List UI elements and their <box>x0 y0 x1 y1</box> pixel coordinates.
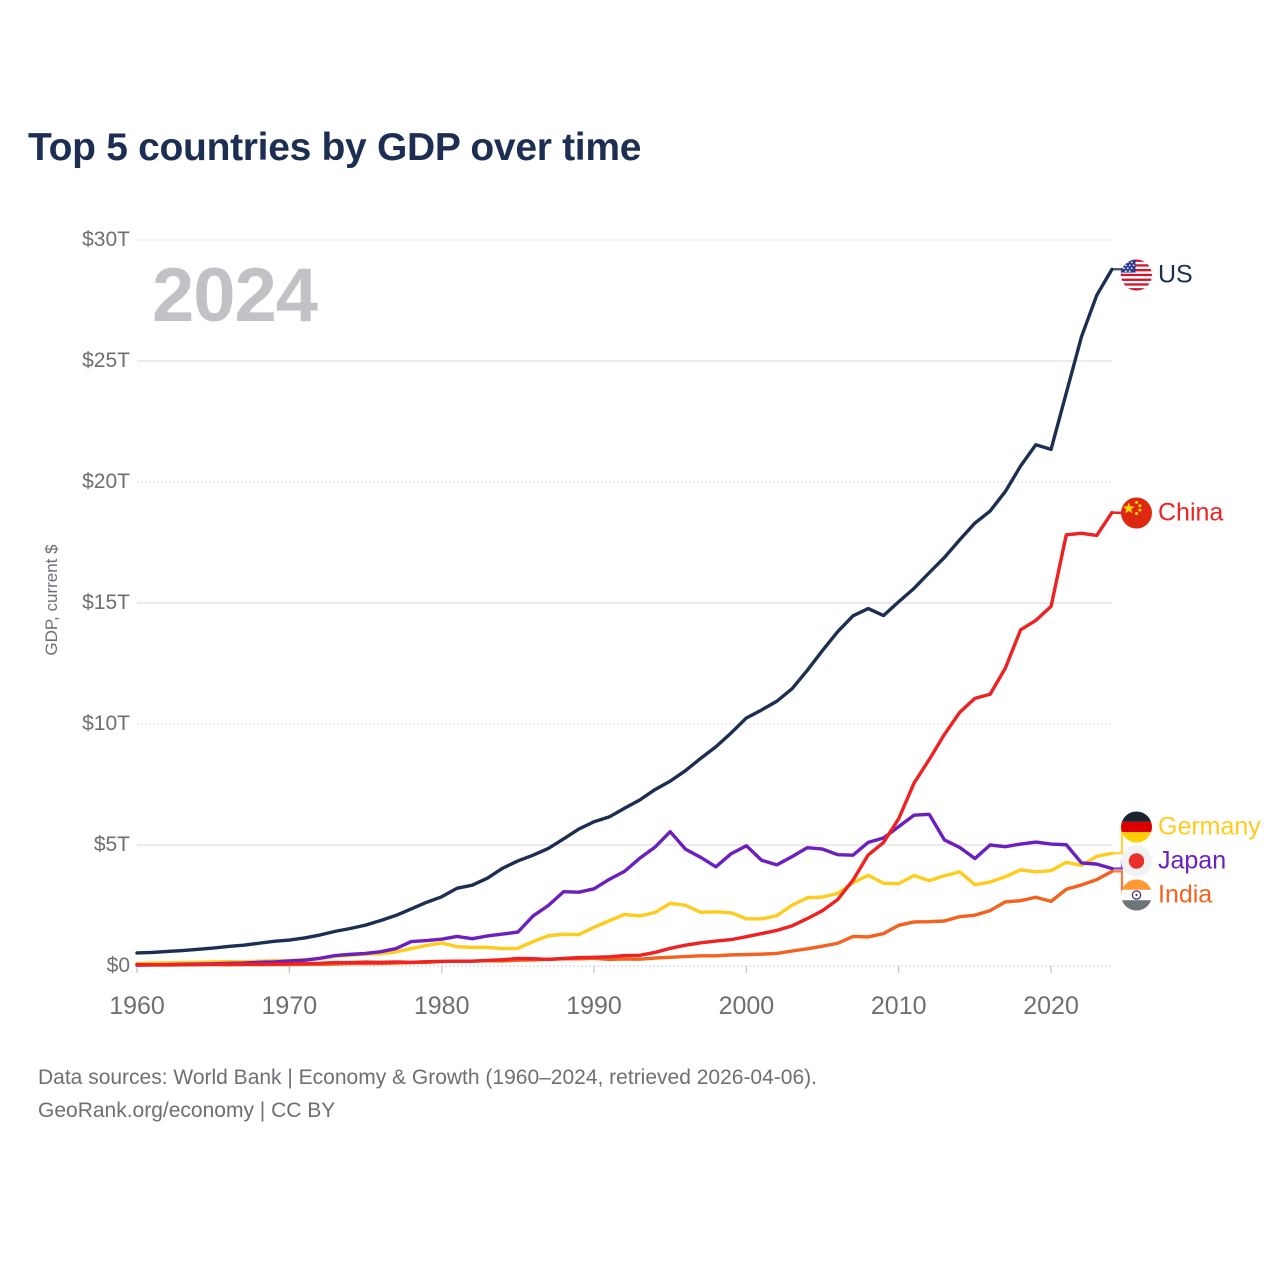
y-tick-label: $15T <box>82 591 130 614</box>
y-tick-label: $20T <box>82 470 130 493</box>
footer-line-1: Data sources: World Bank | Economy & Gro… <box>38 1066 817 1089</box>
series-label-text: Germany <box>1158 812 1261 841</box>
series-line-us[interactable] <box>135 267 1114 955</box>
y-tick-label: $0 <box>106 954 130 977</box>
series-label-text: China <box>1158 498 1224 527</box>
series-label-china[interactable]: China <box>1121 497 1224 529</box>
japan-flag-icon <box>1121 845 1152 877</box>
us-flag-icon <box>1121 259 1152 291</box>
india-flag-icon <box>1121 879 1152 911</box>
series-line-japan[interactable] <box>135 812 1114 967</box>
series-line-china[interactable] <box>135 510 1114 967</box>
x-tick-label: 2010 <box>870 992 927 1020</box>
series-label-text: US <box>1158 260 1193 289</box>
x-tick-label: 1960 <box>109 992 165 1020</box>
gridlines <box>137 239 1112 967</box>
series-label-text: India <box>1158 880 1213 909</box>
series-label-us[interactable]: US <box>1121 259 1193 291</box>
germany-flag-icon <box>1121 811 1152 843</box>
china-flag-icon <box>1121 497 1152 529</box>
series-line-india[interactable] <box>135 869 1114 967</box>
x-tick-label: 1980 <box>413 992 470 1020</box>
series-label-text: Japan <box>1158 846 1227 875</box>
year-watermark: 2024 <box>152 253 318 338</box>
y-tick-label: $5T <box>93 833 130 856</box>
y-tick-label: $25T <box>82 349 130 372</box>
series-label-india[interactable]: India <box>1121 879 1213 911</box>
x-tick-label: 2000 <box>718 992 775 1020</box>
y-tick-label: $30T <box>82 228 130 251</box>
y-tick-label: $10T <box>82 712 130 735</box>
x-axis-ticks <box>136 966 1052 973</box>
x-tick-label: 2020 <box>1023 992 1079 1020</box>
footer-line-2: GeoRank.org/economy | CC BY <box>38 1098 336 1122</box>
footer-credits: Data sources: World Bank | Economy & Gro… <box>38 1062 817 1127</box>
y-axis-title: GDP, current $ <box>42 544 61 656</box>
series-label-japan[interactable]: Japan <box>1121 845 1227 877</box>
x-tick-label: 1990 <box>566 992 622 1020</box>
page-title: Top 5 countries by GDP over time <box>28 126 642 169</box>
x-tick-label: 1970 <box>261 992 318 1020</box>
series-label-germany[interactable]: Germany <box>1121 811 1261 843</box>
